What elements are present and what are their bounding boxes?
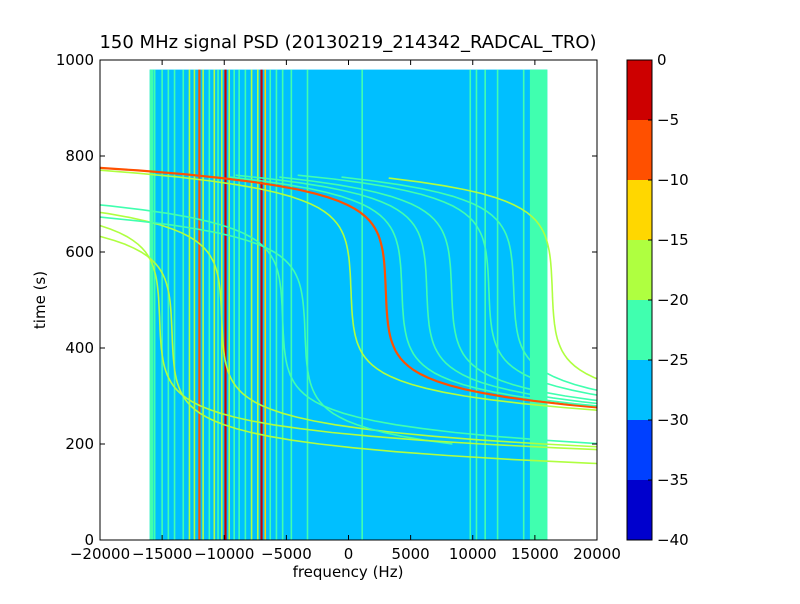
x-tick-label: 15000 xyxy=(511,545,559,563)
x-tick-label: −15000 xyxy=(132,545,192,563)
colorbar-segment xyxy=(627,420,652,480)
heatmap-band xyxy=(530,70,547,540)
colorbar-tick-label: −30 xyxy=(657,411,689,429)
x-tick-label: 20000 xyxy=(573,545,621,563)
y-tick-label: 200 xyxy=(65,435,94,453)
colorbar-segment xyxy=(627,300,652,360)
heatmap-band xyxy=(150,70,154,540)
x-tick-label: −20000 xyxy=(70,545,130,563)
x-tick-label: −10000 xyxy=(194,545,254,563)
colorbar-ticks: −40 −35 −30 −25 −20 −15 −10 −5 0 xyxy=(648,51,689,549)
y-tick-label: 1000 xyxy=(56,51,94,69)
colorbar-tick-label: −25 xyxy=(657,351,689,369)
y-tick-label: 800 xyxy=(65,147,94,165)
y-tick-label: 400 xyxy=(65,339,94,357)
x-tick-label: 5000 xyxy=(392,545,430,563)
x-axis-label: frequency (Hz) xyxy=(293,563,404,581)
colorbar-tick-label: −5 xyxy=(657,111,679,129)
colorbar-tick-label: −40 xyxy=(657,531,689,549)
colorbar-segment xyxy=(627,360,652,420)
x-tick-label: −5000 xyxy=(261,545,312,563)
colorbar-tick-label: −15 xyxy=(657,231,689,249)
colorbar-segment xyxy=(627,180,652,240)
colorbar-segment xyxy=(627,480,652,540)
colorbar-segment xyxy=(627,120,652,180)
colorbar-segment xyxy=(627,240,652,300)
x-tick-label: 10000 xyxy=(449,545,497,563)
chart-title: 150 MHz signal PSD (20130219_214342_RADC… xyxy=(99,32,596,53)
colorbar-tick-label: −10 xyxy=(657,171,689,189)
y-axis-label: time (s) xyxy=(31,271,49,329)
colorbar-tick-label: 0 xyxy=(657,51,667,69)
colorbar-segment xyxy=(627,60,652,120)
colorbar-tick-label: −20 xyxy=(657,291,689,309)
colorbar-tick-label: −35 xyxy=(657,471,689,489)
x-tick-label: 0 xyxy=(344,545,354,563)
y-tick-label: 600 xyxy=(65,243,94,261)
y-tick-label: 0 xyxy=(84,531,94,549)
